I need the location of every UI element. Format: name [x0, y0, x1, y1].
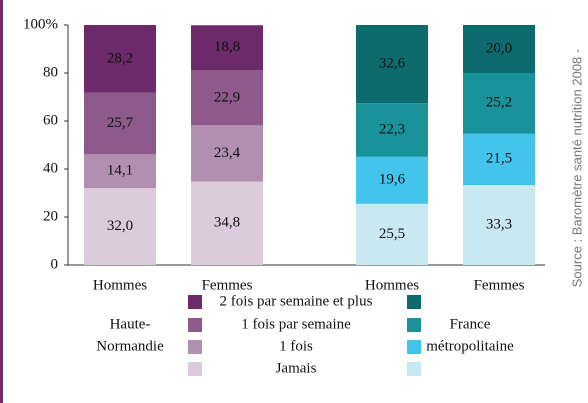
x-tick-label: Hommes — [93, 277, 147, 293]
bar-segment — [356, 203, 428, 265]
value-label: 34,8 — [214, 215, 240, 231]
legend-swatch — [407, 362, 421, 376]
x-tick-label: Femmes — [474, 277, 525, 293]
bar-segment — [463, 73, 535, 134]
legend-swatch — [407, 295, 421, 309]
bar-segment — [191, 25, 263, 71]
value-label: 25,2 — [486, 95, 512, 111]
bar-segment — [356, 156, 428, 204]
value-label: 33,3 — [486, 216, 512, 232]
value-label: 23,4 — [214, 145, 241, 161]
bar-segment — [463, 133, 535, 186]
bar-segment — [463, 25, 535, 73]
bar-segment — [84, 154, 156, 189]
legend-swatch — [407, 340, 421, 354]
bar-segment — [191, 125, 263, 182]
y-tick-label: 40 — [43, 160, 58, 176]
legend-group-label: métropolitaine — [426, 338, 514, 354]
value-label: 20,0 — [486, 40, 512, 56]
legend-group-label: Normandie — [96, 338, 164, 354]
value-label: 25,5 — [379, 226, 405, 242]
bar-segment — [191, 181, 263, 265]
value-label: 22,9 — [214, 89, 240, 105]
frame-edge — [0, 0, 3, 403]
legend-group-label: Haute- — [110, 316, 151, 332]
value-label: 25,7 — [107, 115, 134, 131]
legend-swatch — [188, 295, 202, 309]
legend-swatch — [407, 318, 421, 332]
value-label: 21,5 — [486, 151, 512, 167]
x-tick-label: Femmes — [202, 277, 253, 293]
value-label: 14,1 — [107, 163, 133, 179]
bar-segment — [356, 103, 428, 157]
value-label: 22,3 — [379, 121, 405, 137]
value-label: 28,2 — [107, 50, 133, 66]
y-tick-label: 0 — [51, 256, 59, 272]
bar-segment — [84, 92, 156, 155]
legend-label: Jamais — [276, 360, 317, 376]
source: Source : Baromètre santé nutrition 2008 … — [569, 49, 584, 287]
legend-swatch — [188, 340, 202, 354]
legend-swatch — [188, 362, 202, 376]
legend-label: 1 fois — [279, 338, 313, 354]
bar-segment — [463, 185, 535, 265]
y-tick-label: 60 — [43, 112, 58, 128]
y-tick-label: 100% — [23, 16, 58, 32]
y-tick-label: 80 — [43, 64, 58, 80]
x-tick-label: Hommes — [365, 277, 419, 293]
bar-segment — [191, 70, 263, 126]
legend-group-label: France — [450, 316, 491, 332]
value-label: 32,6 — [379, 56, 406, 72]
value-label: 32,0 — [107, 218, 133, 234]
legend-label: 1 fois par semaine — [241, 316, 351, 332]
bar-segment — [356, 25, 428, 104]
bar-segment — [84, 25, 156, 93]
bar-segment — [84, 188, 156, 265]
y-tick-label: 20 — [43, 208, 58, 224]
value-label: 18,8 — [214, 39, 240, 55]
value-label: 19,6 — [379, 172, 406, 188]
legend-label: 2 fois par semaine et plus — [220, 293, 373, 309]
legend-swatch — [188, 318, 202, 332]
